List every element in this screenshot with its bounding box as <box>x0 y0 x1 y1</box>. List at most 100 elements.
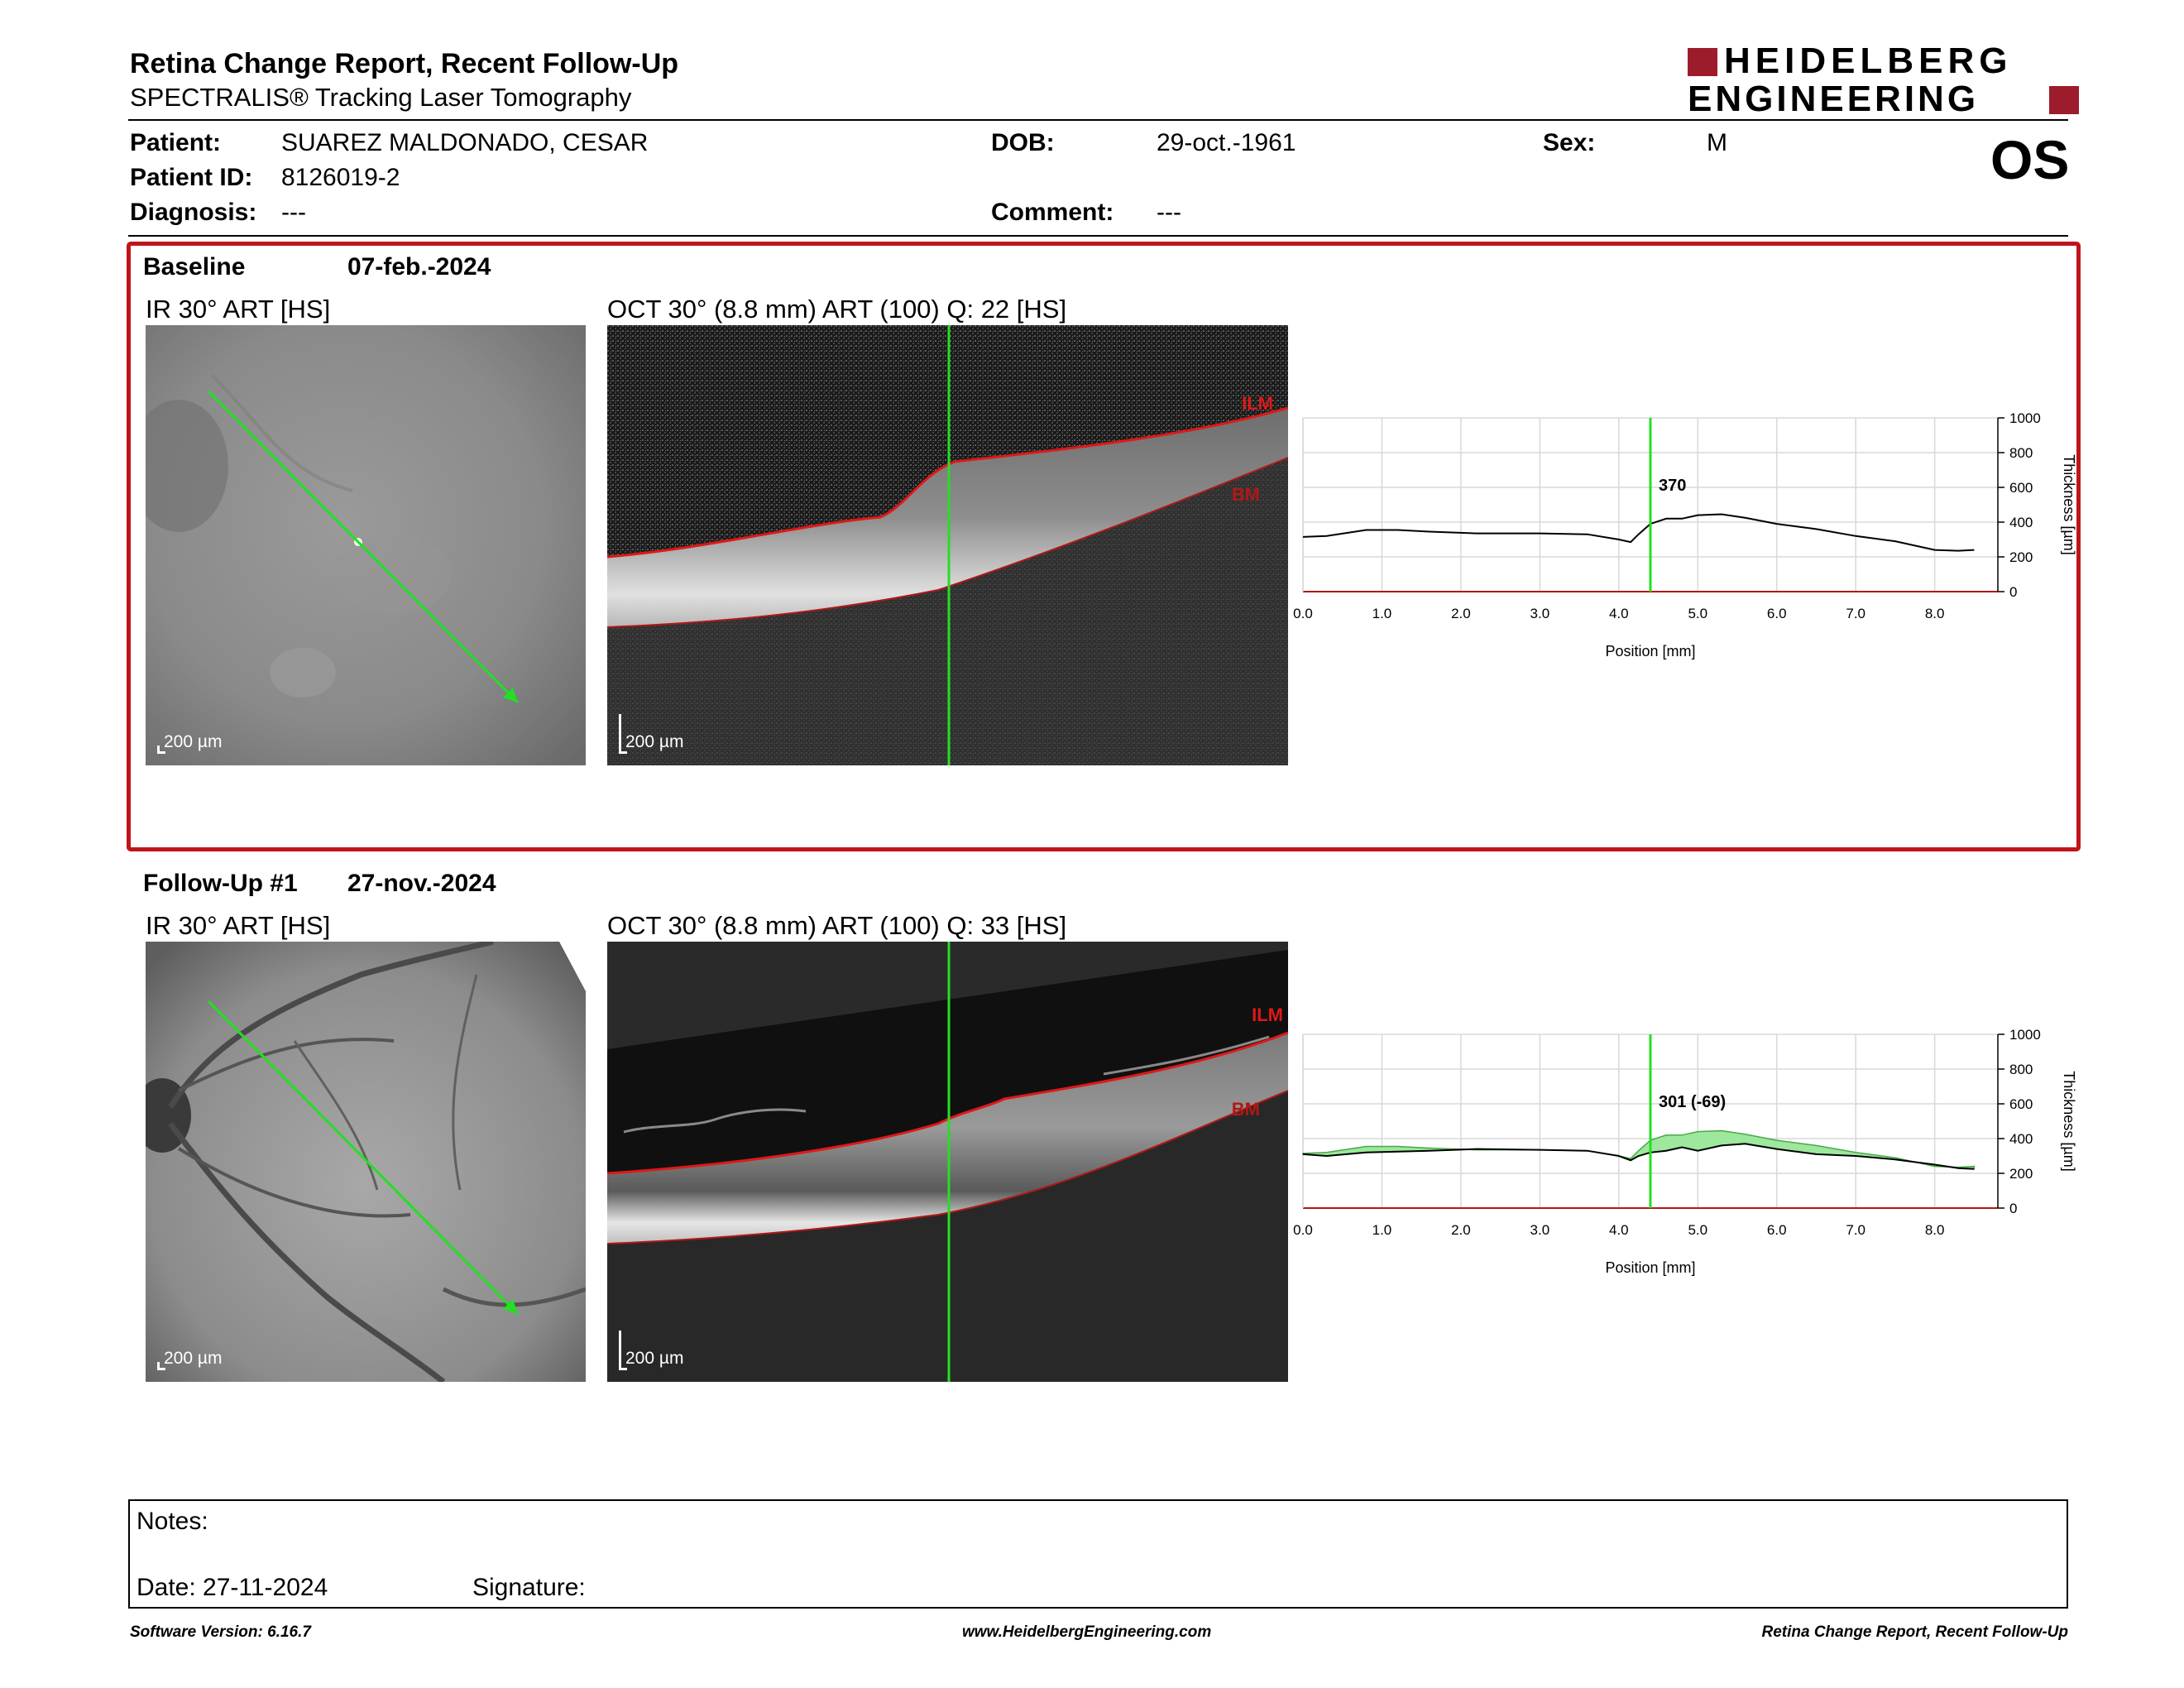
header-divider <box>128 119 2068 121</box>
followup-oct-bscan-image: ILM BM 200 µm <box>607 942 1288 1382</box>
followup-oct-scale-bar: 200 µm <box>619 1329 702 1370</box>
y-tick-label: 200 <box>2009 549 2033 565</box>
x-axis-label: Position [mm] <box>1605 643 1695 659</box>
logo-red-square-top <box>1688 48 1717 76</box>
notes-signature-label: Signature: <box>472 1574 586 1601</box>
followup-scan-line <box>207 1000 520 1316</box>
thickness-change-area <box>1302 1129 1976 1170</box>
notes-date: Date: 27-11-2024 <box>136 1574 328 1601</box>
baseline-ir-svg <box>146 325 586 765</box>
heidelberg-logo: HEIDELBERG ENGINEERING <box>1688 41 2081 117</box>
x-tick-label: 2.0 <box>1451 1222 1471 1238</box>
followup-bm-line <box>607 1090 1288 1244</box>
x-tick-label: 4.0 <box>1609 1222 1629 1238</box>
thickness-line <box>1302 513 1975 552</box>
baseline-oct-svg <box>607 325 1288 765</box>
followup-oct-svg <box>607 942 1288 1382</box>
sex-label: Sex: <box>1543 129 1596 156</box>
x-tick-label: 7.0 <box>1846 1222 1866 1238</box>
x-tick-label: 5.0 <box>1688 1222 1707 1238</box>
y-tick-label: 0 <box>2009 584 2017 600</box>
baseline-bm-label: BM <box>1231 484 1260 505</box>
x-tick-label: 3.0 <box>1530 606 1550 621</box>
baseline-oct-scale-label: 200 µm <box>625 732 684 751</box>
y-tick-label: 1000 <box>2009 1027 2041 1043</box>
baseline-thickness-chart: 0.0 1.0 2.0 3.0 4.0 5.0 6.0 7.0 8.0 0 200 400 600 800… <box>1293 410 2076 659</box>
footer-website: www.HeidelbergEngineering.com <box>962 1623 1212 1641</box>
followup-date: 27-nov.-2024 <box>347 870 496 897</box>
x-tick-label: 3.0 <box>1530 1222 1550 1238</box>
notes-label: Notes: <box>136 1508 208 1535</box>
patient-divider <box>128 235 2068 237</box>
y-tick-label: 800 <box>2009 445 2033 461</box>
baseline-oct-caption: OCT 30° (8.8 mm) ART (100) Q: 22 [HS] <box>607 295 1067 324</box>
followup-thickness-chart: 0.0 1.0 2.0 3.0 4.0 5.0 6.0 7.0 8.0 0 200 400 600 800… <box>1293 1027 2076 1276</box>
y-tick-label: 1000 <box>2009 410 2041 426</box>
followup-ir-svg <box>146 942 586 1382</box>
x-tick-label: 4.0 <box>1609 606 1629 621</box>
report-subtitle: SPECTRALIS® Tracking Laser Tomography <box>130 83 632 112</box>
diagnosis-label: Diagnosis: <box>130 199 257 226</box>
baseline-oct-scale-bar: 200 µm <box>619 712 702 754</box>
followup-ir-fundus-image: 200 µm <box>146 942 586 1382</box>
x-tick-label: 8.0 <box>1925 1222 1945 1238</box>
followup-oct-caption: OCT 30° (8.8 mm) ART (100) Q: 33 [HS] <box>607 911 1067 940</box>
dob-label: DOB: <box>991 129 1055 156</box>
x-tick-label: 2.0 <box>1451 606 1471 621</box>
followup-scan-arrow-icon <box>503 1299 518 1314</box>
followup-label: Follow-Up #1 <box>143 870 298 897</box>
baseline-oct-bscan-image: ILM BM 200 µm <box>607 325 1288 765</box>
diagnosis-value: --- <box>281 199 306 226</box>
y-tick-label: 0 <box>2009 1201 2017 1216</box>
notes-box: Notes: Date: 27-11-2024 Signature: <box>128 1499 2068 1609</box>
baseline-scan-line <box>207 390 520 704</box>
y-tick-label: 200 <box>2009 1166 2033 1182</box>
x-tick-label: 6.0 <box>1767 606 1787 621</box>
x-tick-label: 6.0 <box>1767 1222 1787 1238</box>
y-tick-label: 400 <box>2009 515 2033 530</box>
followup-ir-scale-label: 200 µm <box>164 1349 223 1368</box>
y-axis-label: Thickness [µm] <box>2061 454 2076 554</box>
x-tick-label: 0.0 <box>1293 1222 1313 1238</box>
y-tick-label: 400 <box>2009 1131 2033 1147</box>
baseline-ir-scale-label: 200 µm <box>164 732 223 751</box>
footer-report-name: Retina Change Report, Recent Follow-Up <box>1761 1623 2068 1641</box>
x-tick-label: 8.0 <box>1925 606 1945 621</box>
followup-bm-label: BM <box>1231 1099 1260 1120</box>
y-axis-label: Thickness [µm] <box>2061 1071 2076 1171</box>
baseline-ir-fundus-image: 200 µm <box>146 325 586 765</box>
baseline-ir-caption: IR 30° ART [HS] <box>146 295 331 324</box>
followup-ir-scale-bar: 200 µm <box>157 1349 232 1370</box>
patient-id-value: 8126019-2 <box>281 164 400 191</box>
followup-ilm-line <box>607 1031 1288 1175</box>
y-tick-label: 600 <box>2009 1096 2033 1112</box>
patient-name: SUAREZ MALDONADO, CESAR <box>281 129 649 156</box>
baseline-ir-scale-bar: 200 µm <box>157 732 232 754</box>
x-tick-label: 1.0 <box>1372 1222 1392 1238</box>
patient-id-label: Patient ID: <box>130 164 253 191</box>
footer-software-version: Software Version: 6.16.7 <box>130 1623 311 1641</box>
x-axis-label: Position [mm] <box>1605 1259 1695 1276</box>
x-tick-label: 5.0 <box>1688 606 1707 621</box>
baseline-scan-arrow-icon <box>503 688 518 703</box>
x-tick-label: 1.0 <box>1372 606 1392 621</box>
dob-value: 29-oct.-1961 <box>1157 129 1296 156</box>
baseline-date: 07-feb.-2024 <box>347 253 491 281</box>
thickness-line <box>1302 1143 1975 1170</box>
eye-label: OS <box>1990 129 2070 190</box>
y-tick-label: 600 <box>2009 480 2033 496</box>
logo-red-square-bottom <box>2049 86 2079 114</box>
baseline-section-frame <box>127 242 2081 851</box>
comment-value: --- <box>1157 199 1181 226</box>
sex-value: M <box>1707 129 1727 156</box>
followup-oct-scale-label: 200 µm <box>625 1349 684 1368</box>
x-tick-label: 0.0 <box>1293 606 1313 621</box>
logo-text-line1: HEIDELBERG <box>1724 41 2013 81</box>
patient-label: Patient: <box>130 129 222 156</box>
comment-label: Comment: <box>991 199 1114 226</box>
followup-ilm-label: ILM <box>1252 1005 1283 1025</box>
report-title: Retina Change Report, Recent Follow-Up <box>130 48 679 79</box>
baseline-ilm-line <box>607 406 1288 559</box>
y-tick-label: 800 <box>2009 1062 2033 1077</box>
position-marker-value: 370 <box>1659 477 1686 495</box>
